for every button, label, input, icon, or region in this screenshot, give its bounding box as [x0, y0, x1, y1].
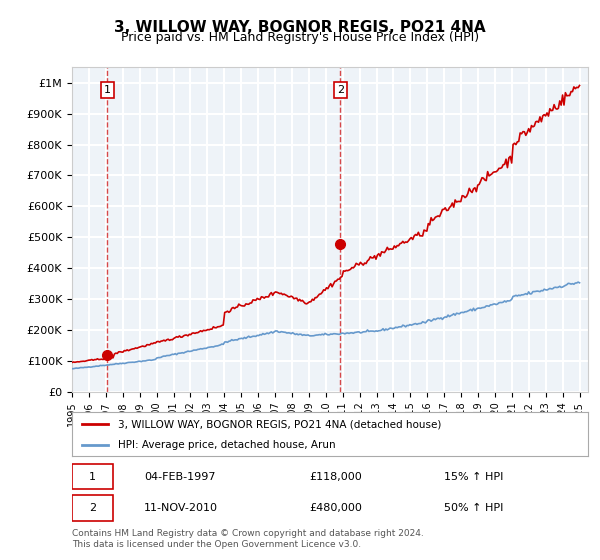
Text: HPI: Average price, detached house, Arun: HPI: Average price, detached house, Arun	[118, 440, 336, 450]
Text: Price paid vs. HM Land Registry's House Price Index (HPI): Price paid vs. HM Land Registry's House …	[121, 31, 479, 44]
Text: 1: 1	[89, 472, 96, 482]
Text: 3, WILLOW WAY, BOGNOR REGIS, PO21 4NA: 3, WILLOW WAY, BOGNOR REGIS, PO21 4NA	[114, 20, 486, 35]
Text: £480,000: £480,000	[310, 503, 362, 513]
Text: 50% ↑ HPI: 50% ↑ HPI	[443, 503, 503, 513]
Text: 2: 2	[337, 85, 344, 95]
FancyBboxPatch shape	[72, 495, 113, 521]
Text: 2: 2	[89, 503, 96, 513]
Text: 1: 1	[104, 85, 111, 95]
Text: 15% ↑ HPI: 15% ↑ HPI	[443, 472, 503, 482]
Text: 3, WILLOW WAY, BOGNOR REGIS, PO21 4NA (detached house): 3, WILLOW WAY, BOGNOR REGIS, PO21 4NA (d…	[118, 419, 442, 429]
FancyBboxPatch shape	[72, 464, 113, 489]
Text: Contains HM Land Registry data © Crown copyright and database right 2024.
This d: Contains HM Land Registry data © Crown c…	[72, 529, 424, 549]
Text: £118,000: £118,000	[310, 472, 362, 482]
Text: 11-NOV-2010: 11-NOV-2010	[144, 503, 218, 513]
Text: 04-FEB-1997: 04-FEB-1997	[144, 472, 216, 482]
